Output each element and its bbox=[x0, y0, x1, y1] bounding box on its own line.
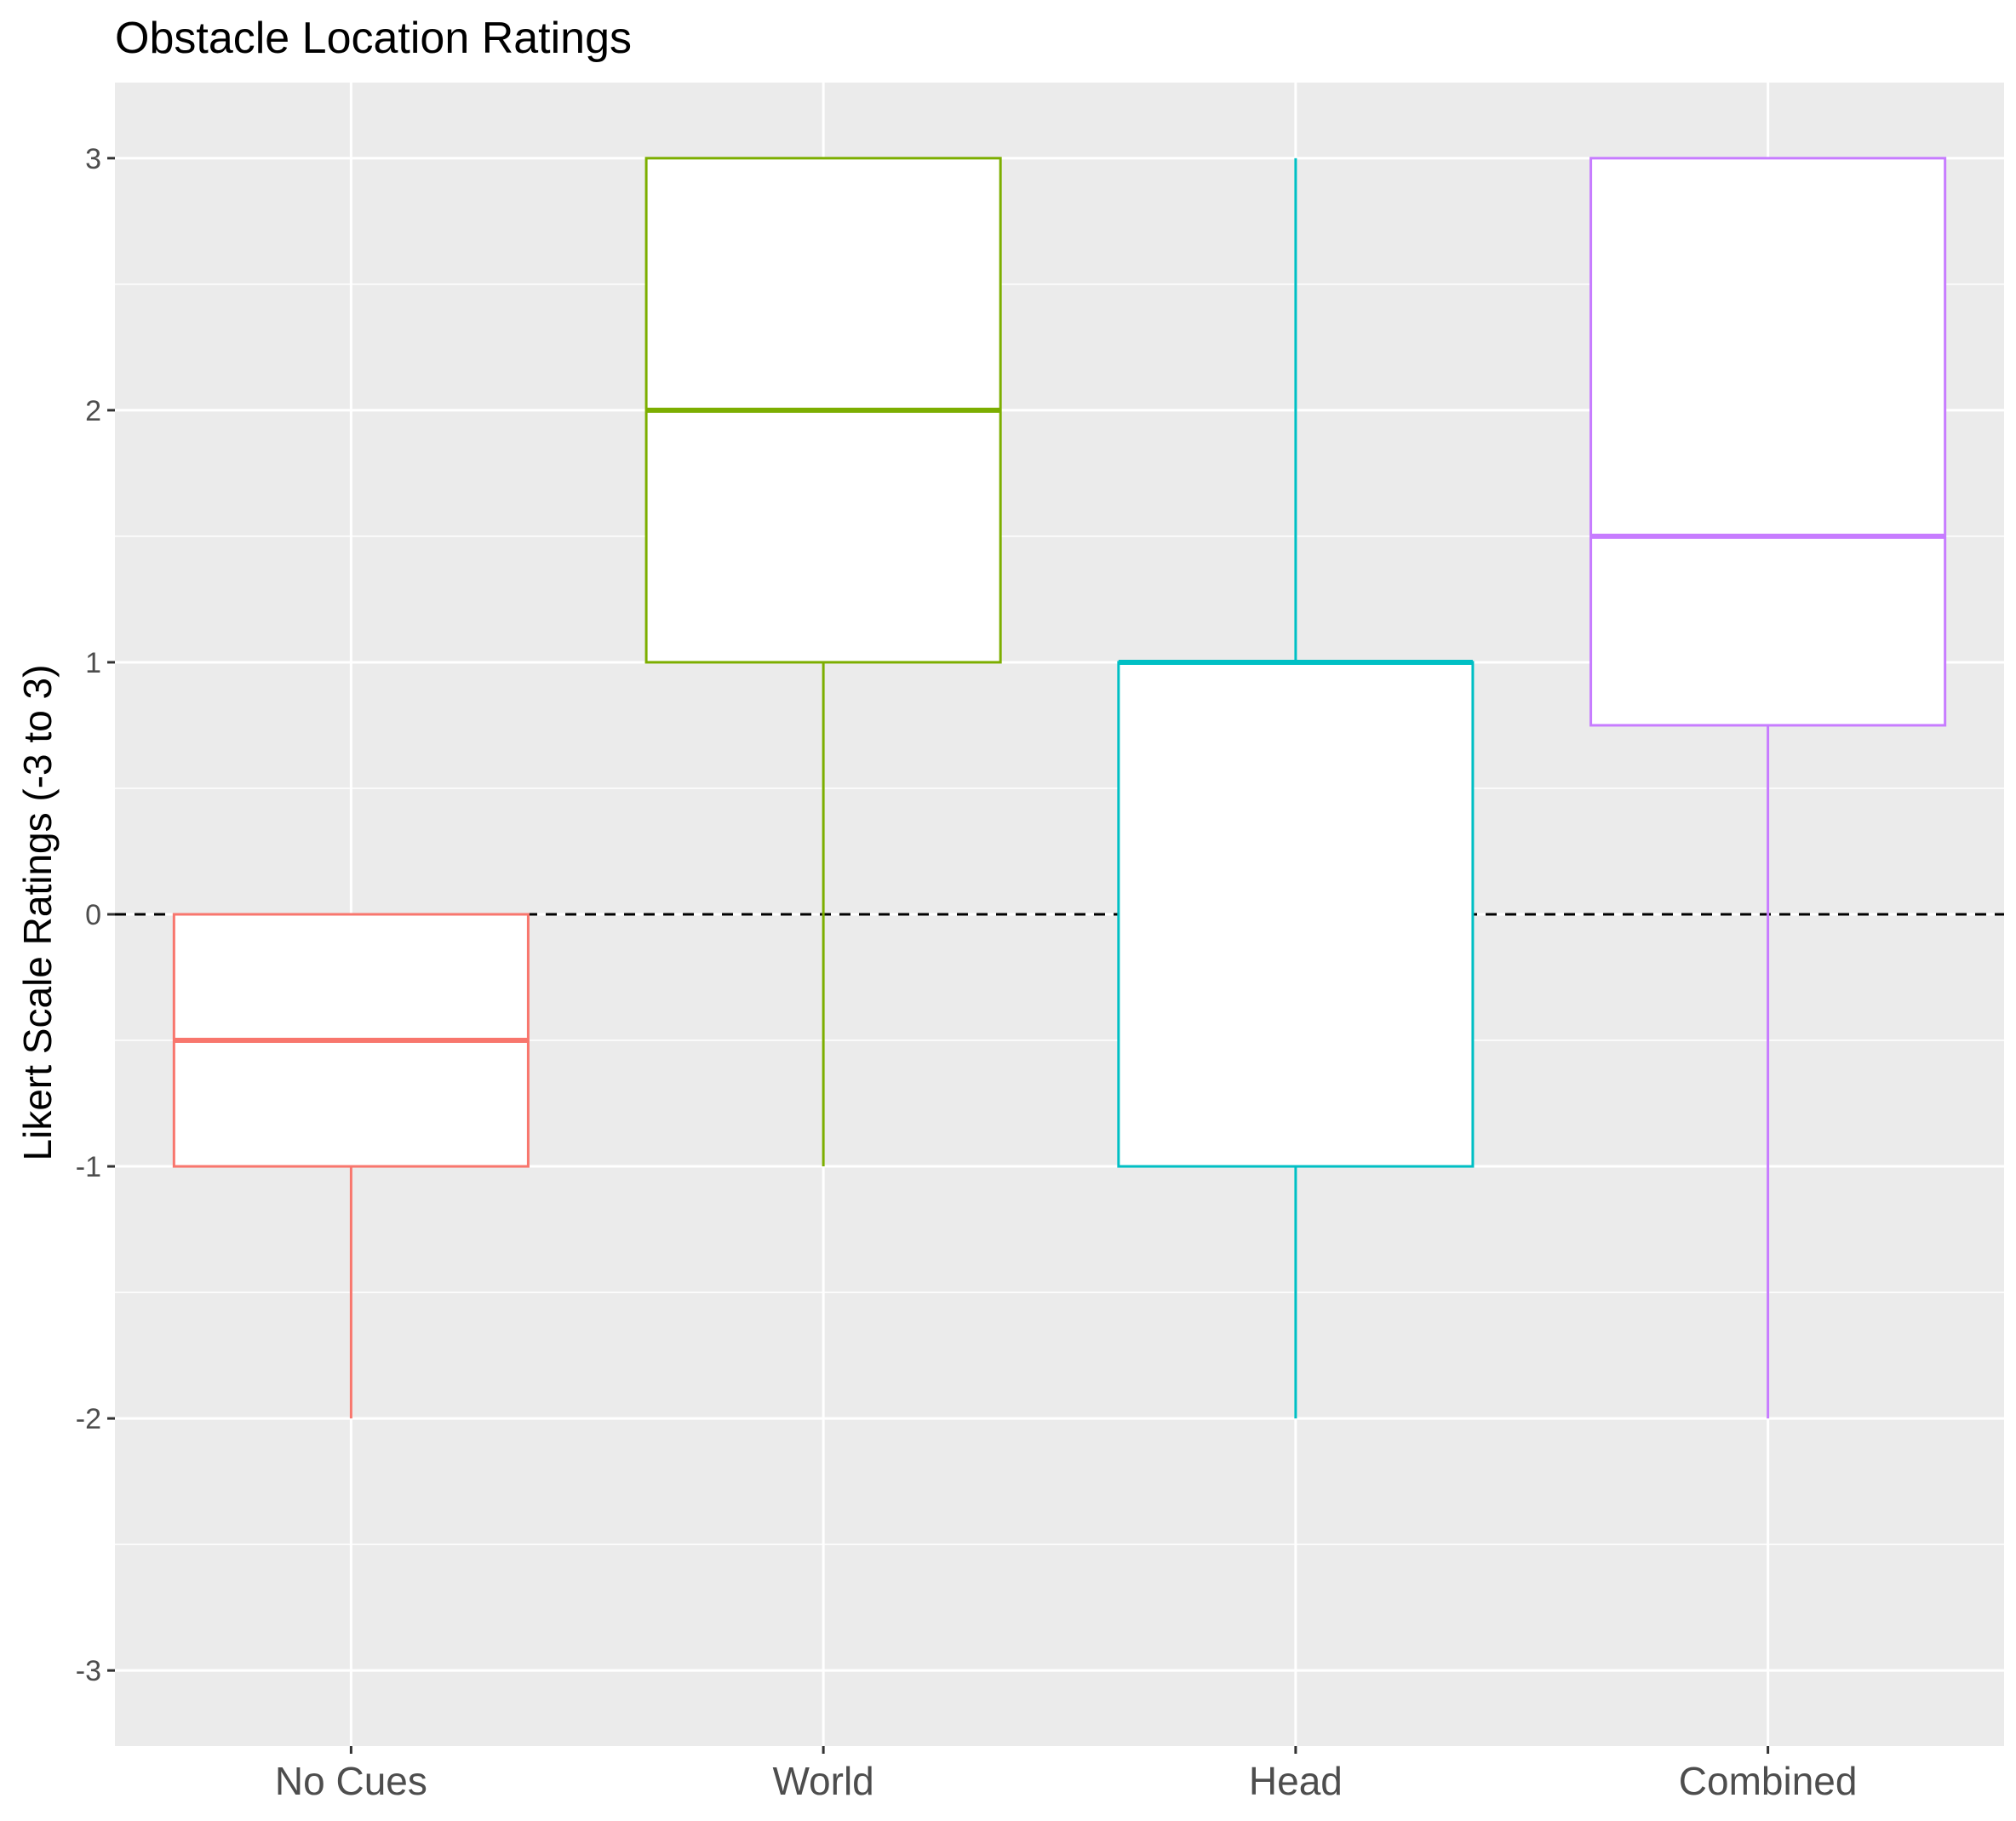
box-head bbox=[1117, 661, 1475, 1168]
box-combined bbox=[1589, 157, 1947, 727]
x-tick-label: Head bbox=[1249, 1759, 1343, 1803]
chart-title: Obstacle Location Ratings bbox=[115, 14, 632, 63]
y-tick-label: -1 bbox=[76, 1151, 101, 1183]
y-tick-label: 0 bbox=[85, 899, 101, 931]
y-tick-label: -3 bbox=[76, 1655, 101, 1687]
y-tick-label: 1 bbox=[85, 647, 101, 679]
plot-area: -3 -2 -1 0 1 2 3 No Cues World Head Combined bbox=[76, 83, 2004, 1803]
x-tick-label: Combined bbox=[1679, 1759, 1858, 1803]
y-tick-label: -2 bbox=[76, 1403, 101, 1435]
x-tick-label: World bbox=[772, 1759, 873, 1803]
x-tick-label: No Cues bbox=[275, 1759, 427, 1803]
y-axis-label: Likert Scale Ratings (-3 to 3) bbox=[15, 665, 60, 1161]
y-tick-label: 2 bbox=[85, 395, 101, 427]
y-tick-label: 3 bbox=[85, 143, 101, 175]
